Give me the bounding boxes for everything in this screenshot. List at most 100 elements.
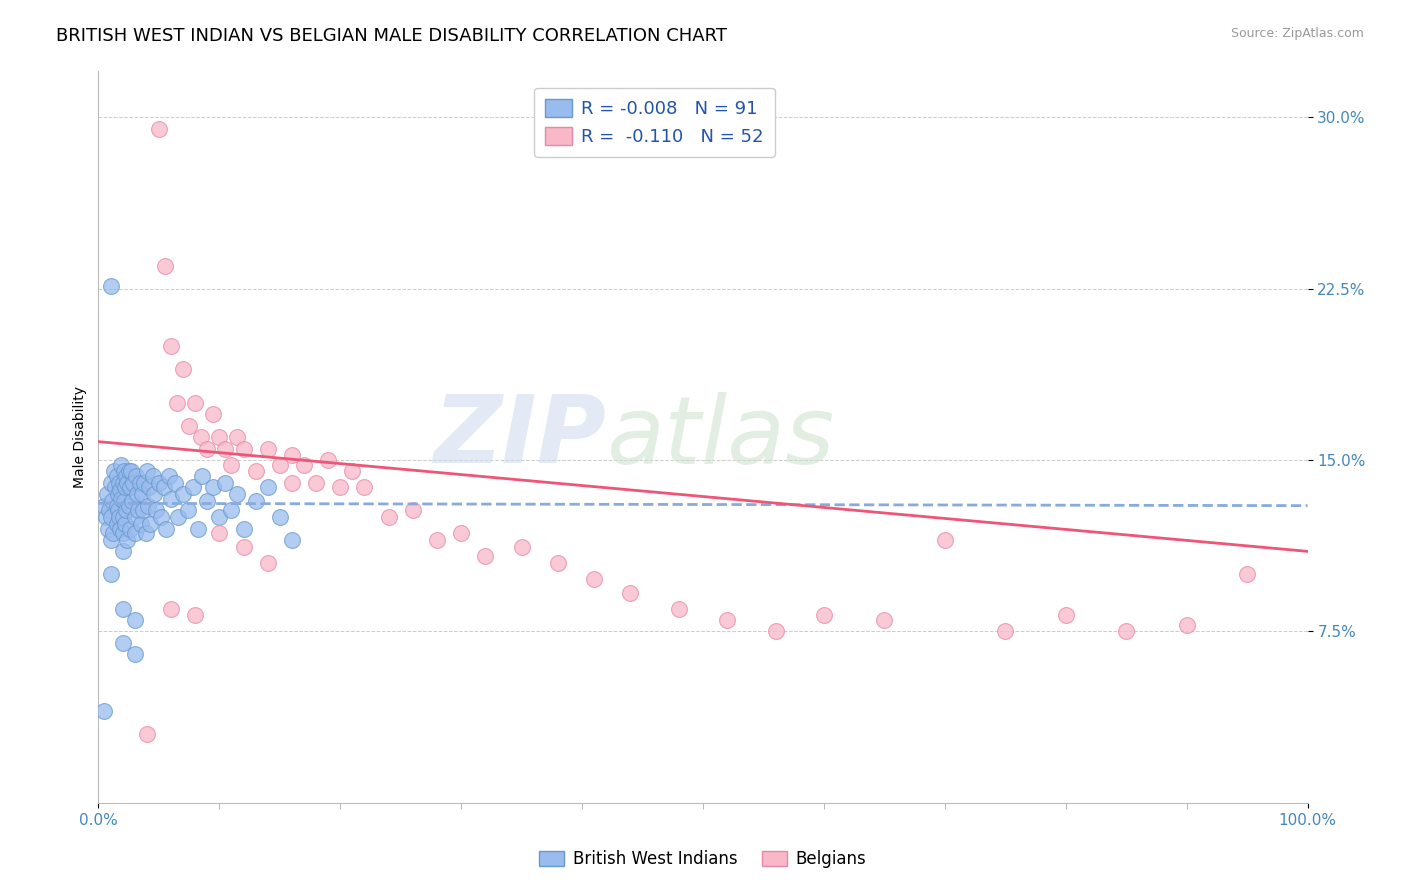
Point — [142, 469, 165, 483]
Point — [202, 407, 225, 421]
Point — [97, 521, 120, 535]
Point — [117, 533, 139, 547]
Point — [128, 475, 150, 490]
Point — [139, 516, 162, 531]
Point — [353, 480, 375, 494]
Point — [105, 469, 128, 483]
Point — [125, 469, 148, 483]
Point — [124, 510, 146, 524]
Point — [115, 469, 138, 483]
Point — [245, 464, 267, 478]
Point — [583, 572, 606, 586]
Point — [111, 475, 134, 490]
Y-axis label: Male Disability: Male Disability — [73, 386, 87, 488]
Point — [111, 636, 134, 650]
Point — [93, 499, 115, 513]
Point — [101, 526, 124, 541]
Text: Source: ZipAtlas.com: Source: ZipAtlas.com — [1230, 27, 1364, 40]
Point — [160, 338, 183, 352]
Point — [93, 705, 115, 719]
Point — [813, 608, 835, 623]
Point — [208, 526, 231, 541]
Point — [256, 480, 278, 494]
Point — [1236, 567, 1258, 582]
Legend: British West Indians, Belgians: British West Indians, Belgians — [533, 844, 873, 875]
Point — [214, 442, 236, 456]
Point — [281, 475, 304, 490]
Point — [135, 727, 157, 741]
Point — [112, 494, 135, 508]
Point — [100, 475, 122, 490]
Point — [1175, 617, 1198, 632]
Point — [96, 487, 118, 501]
Point — [104, 480, 127, 494]
Point — [510, 540, 533, 554]
Point — [221, 458, 243, 472]
Point — [208, 430, 231, 444]
Point — [934, 533, 956, 547]
Point — [716, 613, 738, 627]
Legend: R = -0.008   N = 91, R =  -0.110   N = 52: R = -0.008 N = 91, R = -0.110 N = 52 — [534, 87, 775, 157]
Point — [111, 510, 134, 524]
Point — [281, 449, 304, 463]
Point — [115, 503, 138, 517]
Point — [1115, 624, 1137, 639]
Point — [190, 430, 212, 444]
Point — [100, 279, 122, 293]
Point — [765, 624, 787, 639]
Point — [155, 521, 177, 535]
Point — [114, 480, 136, 494]
Point — [256, 442, 278, 456]
Point — [619, 585, 641, 599]
Point — [187, 521, 209, 535]
Point — [111, 601, 134, 615]
Point — [127, 487, 149, 501]
Point — [160, 491, 183, 506]
Point — [143, 487, 166, 501]
Text: BRITISH WEST INDIAN VS BELGIAN MALE DISABILITY CORRELATION CHART: BRITISH WEST INDIAN VS BELGIAN MALE DISA… — [56, 27, 727, 45]
Point — [118, 521, 141, 535]
Point — [100, 494, 122, 508]
Point — [184, 608, 207, 623]
Point — [108, 521, 131, 535]
Point — [94, 510, 117, 524]
Point — [195, 442, 218, 456]
Point — [100, 510, 122, 524]
Point — [135, 526, 157, 541]
Point — [269, 458, 291, 472]
Point — [111, 526, 134, 541]
Point — [152, 480, 174, 494]
Point — [329, 480, 352, 494]
Point — [98, 503, 121, 517]
Point — [426, 533, 449, 547]
Point — [107, 487, 129, 501]
Point — [138, 480, 160, 494]
Point — [122, 475, 145, 490]
Point — [191, 469, 214, 483]
Point — [202, 480, 225, 494]
Text: ZIP: ZIP — [433, 391, 606, 483]
Point — [105, 499, 128, 513]
Point — [256, 556, 278, 570]
Point — [172, 487, 194, 501]
Point — [121, 494, 143, 508]
Point — [226, 487, 249, 501]
Point — [994, 624, 1017, 639]
Point — [226, 430, 249, 444]
Point — [124, 526, 146, 541]
Point — [377, 510, 399, 524]
Point — [232, 442, 254, 456]
Point — [105, 516, 128, 531]
Point — [110, 491, 132, 506]
Point — [118, 499, 141, 513]
Point — [136, 499, 159, 513]
Point — [118, 464, 141, 478]
Point — [145, 503, 167, 517]
Point — [474, 549, 496, 563]
Point — [167, 510, 190, 524]
Point — [148, 475, 170, 490]
Point — [112, 464, 135, 478]
Point — [163, 475, 186, 490]
Point — [134, 475, 156, 490]
Point — [1054, 608, 1077, 623]
